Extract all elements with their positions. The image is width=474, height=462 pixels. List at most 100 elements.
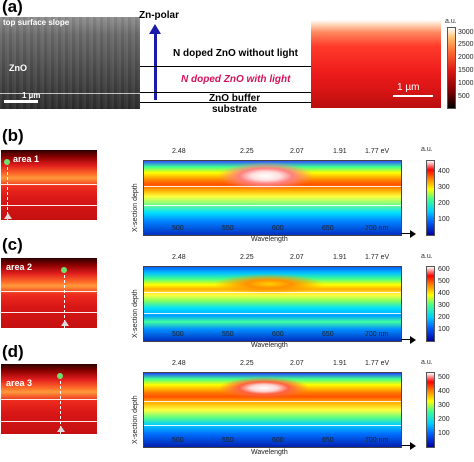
top-tick: 1.77 eV [365, 254, 390, 261]
spectral-map-b [143, 160, 402, 236]
map-c-arrow-line [401, 339, 411, 340]
strip-b-marker [4, 213, 12, 219]
top-tick: 2.07 [290, 148, 304, 155]
bottom-tick: 600 [272, 331, 284, 338]
colorbar-a-tick: 1000 [458, 80, 474, 87]
layer-label-without-light: N doped ZnO without light [173, 48, 298, 59]
map-b-arrow-line [401, 233, 411, 234]
y-axis-label: X-section depth [132, 289, 139, 338]
colorbar-c-tick: 200 [438, 314, 450, 321]
strip-d-marker [57, 426, 65, 432]
top-tick: 1.91 [333, 254, 347, 261]
colorbar-a-unit: a.u. [445, 18, 457, 25]
strip-c-dash [64, 270, 65, 328]
panel-a-letter: (a) [2, 0, 23, 16]
strip-c-marker [61, 320, 69, 326]
cl-map-a: 1 µm [311, 20, 441, 108]
top-tick: 2.25 [240, 254, 254, 261]
map-d-line-1 [144, 401, 401, 402]
colorbar-d-tick: 500 [438, 374, 450, 381]
colorbar-d-tick: 100 [438, 430, 450, 437]
x-axis-label: Wavelength [251, 449, 288, 456]
strip-b-point [4, 159, 10, 165]
bottom-tick: 650 [322, 437, 334, 444]
strip-b-dash [7, 162, 8, 220]
layer-line-2 [140, 92, 311, 93]
colorbar-d-tick: 200 [438, 416, 450, 423]
bottom-tick: 500 [172, 437, 184, 444]
map-c-arrow-head [410, 336, 416, 344]
map-c-line-1 [144, 292, 401, 293]
map-d-line-2 [144, 425, 401, 426]
sem-title: top surface slope [3, 18, 70, 27]
layer-line-1 [140, 66, 311, 67]
top-tick: 1.91 [333, 148, 347, 155]
layer-label-substrate: substrate [212, 104, 258, 115]
colorbar-c-tick: 500 [438, 278, 450, 285]
colorbar-c-tick: 600 [438, 266, 450, 273]
cl-strip-c: area 2 [1, 258, 97, 328]
colorbar-a [447, 27, 456, 109]
strip-d-line-1 [1, 399, 97, 400]
colorbar-c-unit: a.u. [421, 253, 433, 260]
zn-polar-arrow-head [149, 24, 161, 34]
colorbar-a-tick: 3000 [458, 29, 474, 36]
bottom-tick: 700 nm [365, 331, 389, 338]
sem-layer-line [0, 93, 140, 94]
panel-c-letter: (c) [2, 235, 23, 254]
panel-d-letter: (d) [2, 342, 24, 361]
map-c-line-2 [144, 313, 401, 314]
panel-b-letter: (b) [2, 126, 24, 145]
colorbar-c-tick: 400 [438, 290, 450, 297]
strip-d-line-2 [1, 421, 97, 422]
area-1-label: area 1 [13, 154, 40, 164]
bottom-tick: 550 [222, 225, 234, 232]
top-tick: 2.07 [290, 360, 304, 367]
strip-c-point [61, 267, 67, 273]
colorbar-a-tick: 2500 [458, 41, 474, 48]
bottom-tick: 650 [322, 225, 334, 232]
map-b-arrow-head [410, 230, 416, 238]
top-tick: 1.91 [333, 360, 347, 367]
bottom-tick: 500 [172, 331, 184, 338]
strip-d-dash [60, 376, 61, 434]
map-a-scale-label: 1 µm [397, 82, 420, 93]
strip-c-line-2 [1, 312, 97, 313]
colorbar-a-tick: 1500 [458, 67, 474, 74]
area-3-label: area 3 [6, 378, 33, 388]
colorbar-d-tick: 300 [438, 402, 450, 409]
colorbar-c [426, 266, 435, 342]
colorbar-b-tick: 300 [438, 184, 450, 191]
colorbar-c-tick: 100 [438, 326, 450, 333]
bottom-tick: 700 nm [365, 225, 389, 232]
sem-image: top surface slope ZnO 1 µm [0, 17, 140, 109]
map-a-scale-bar [393, 95, 433, 97]
spectral-map-c [143, 266, 402, 342]
x-axis-label: Wavelength [251, 236, 288, 243]
colorbar-a-tick: 500 [458, 93, 470, 100]
area-2-label: area 2 [6, 262, 33, 272]
colorbar-d [426, 372, 435, 448]
map-d-arrow-line [401, 445, 411, 446]
bottom-tick: 700 nm [365, 437, 389, 444]
colorbar-b-unit: a.u. [421, 146, 433, 153]
top-tick: 1.77 eV [365, 360, 390, 367]
colorbar-c-tick: 300 [438, 302, 450, 309]
bottom-tick: 650 [322, 331, 334, 338]
colorbar-b [426, 160, 435, 236]
sem-scale-bar [4, 100, 38, 103]
bottom-tick: 600 [272, 437, 284, 444]
bottom-tick: 600 [272, 225, 284, 232]
top-tick: 2.25 [240, 360, 254, 367]
top-tick: 1.77 eV [365, 148, 390, 155]
layer-label-buffer: ZnO buffer [209, 93, 261, 104]
layer-line-3 [140, 102, 311, 103]
top-tick: 2.25 [240, 148, 254, 155]
top-tick: 2.48 [172, 254, 186, 261]
bottom-tick: 550 [222, 437, 234, 444]
x-axis-label: Wavelength [251, 342, 288, 349]
bottom-tick: 500 [172, 225, 184, 232]
top-tick: 2.48 [172, 360, 186, 367]
colorbar-b-tick: 100 [438, 216, 450, 223]
bottom-tick: 550 [222, 331, 234, 338]
